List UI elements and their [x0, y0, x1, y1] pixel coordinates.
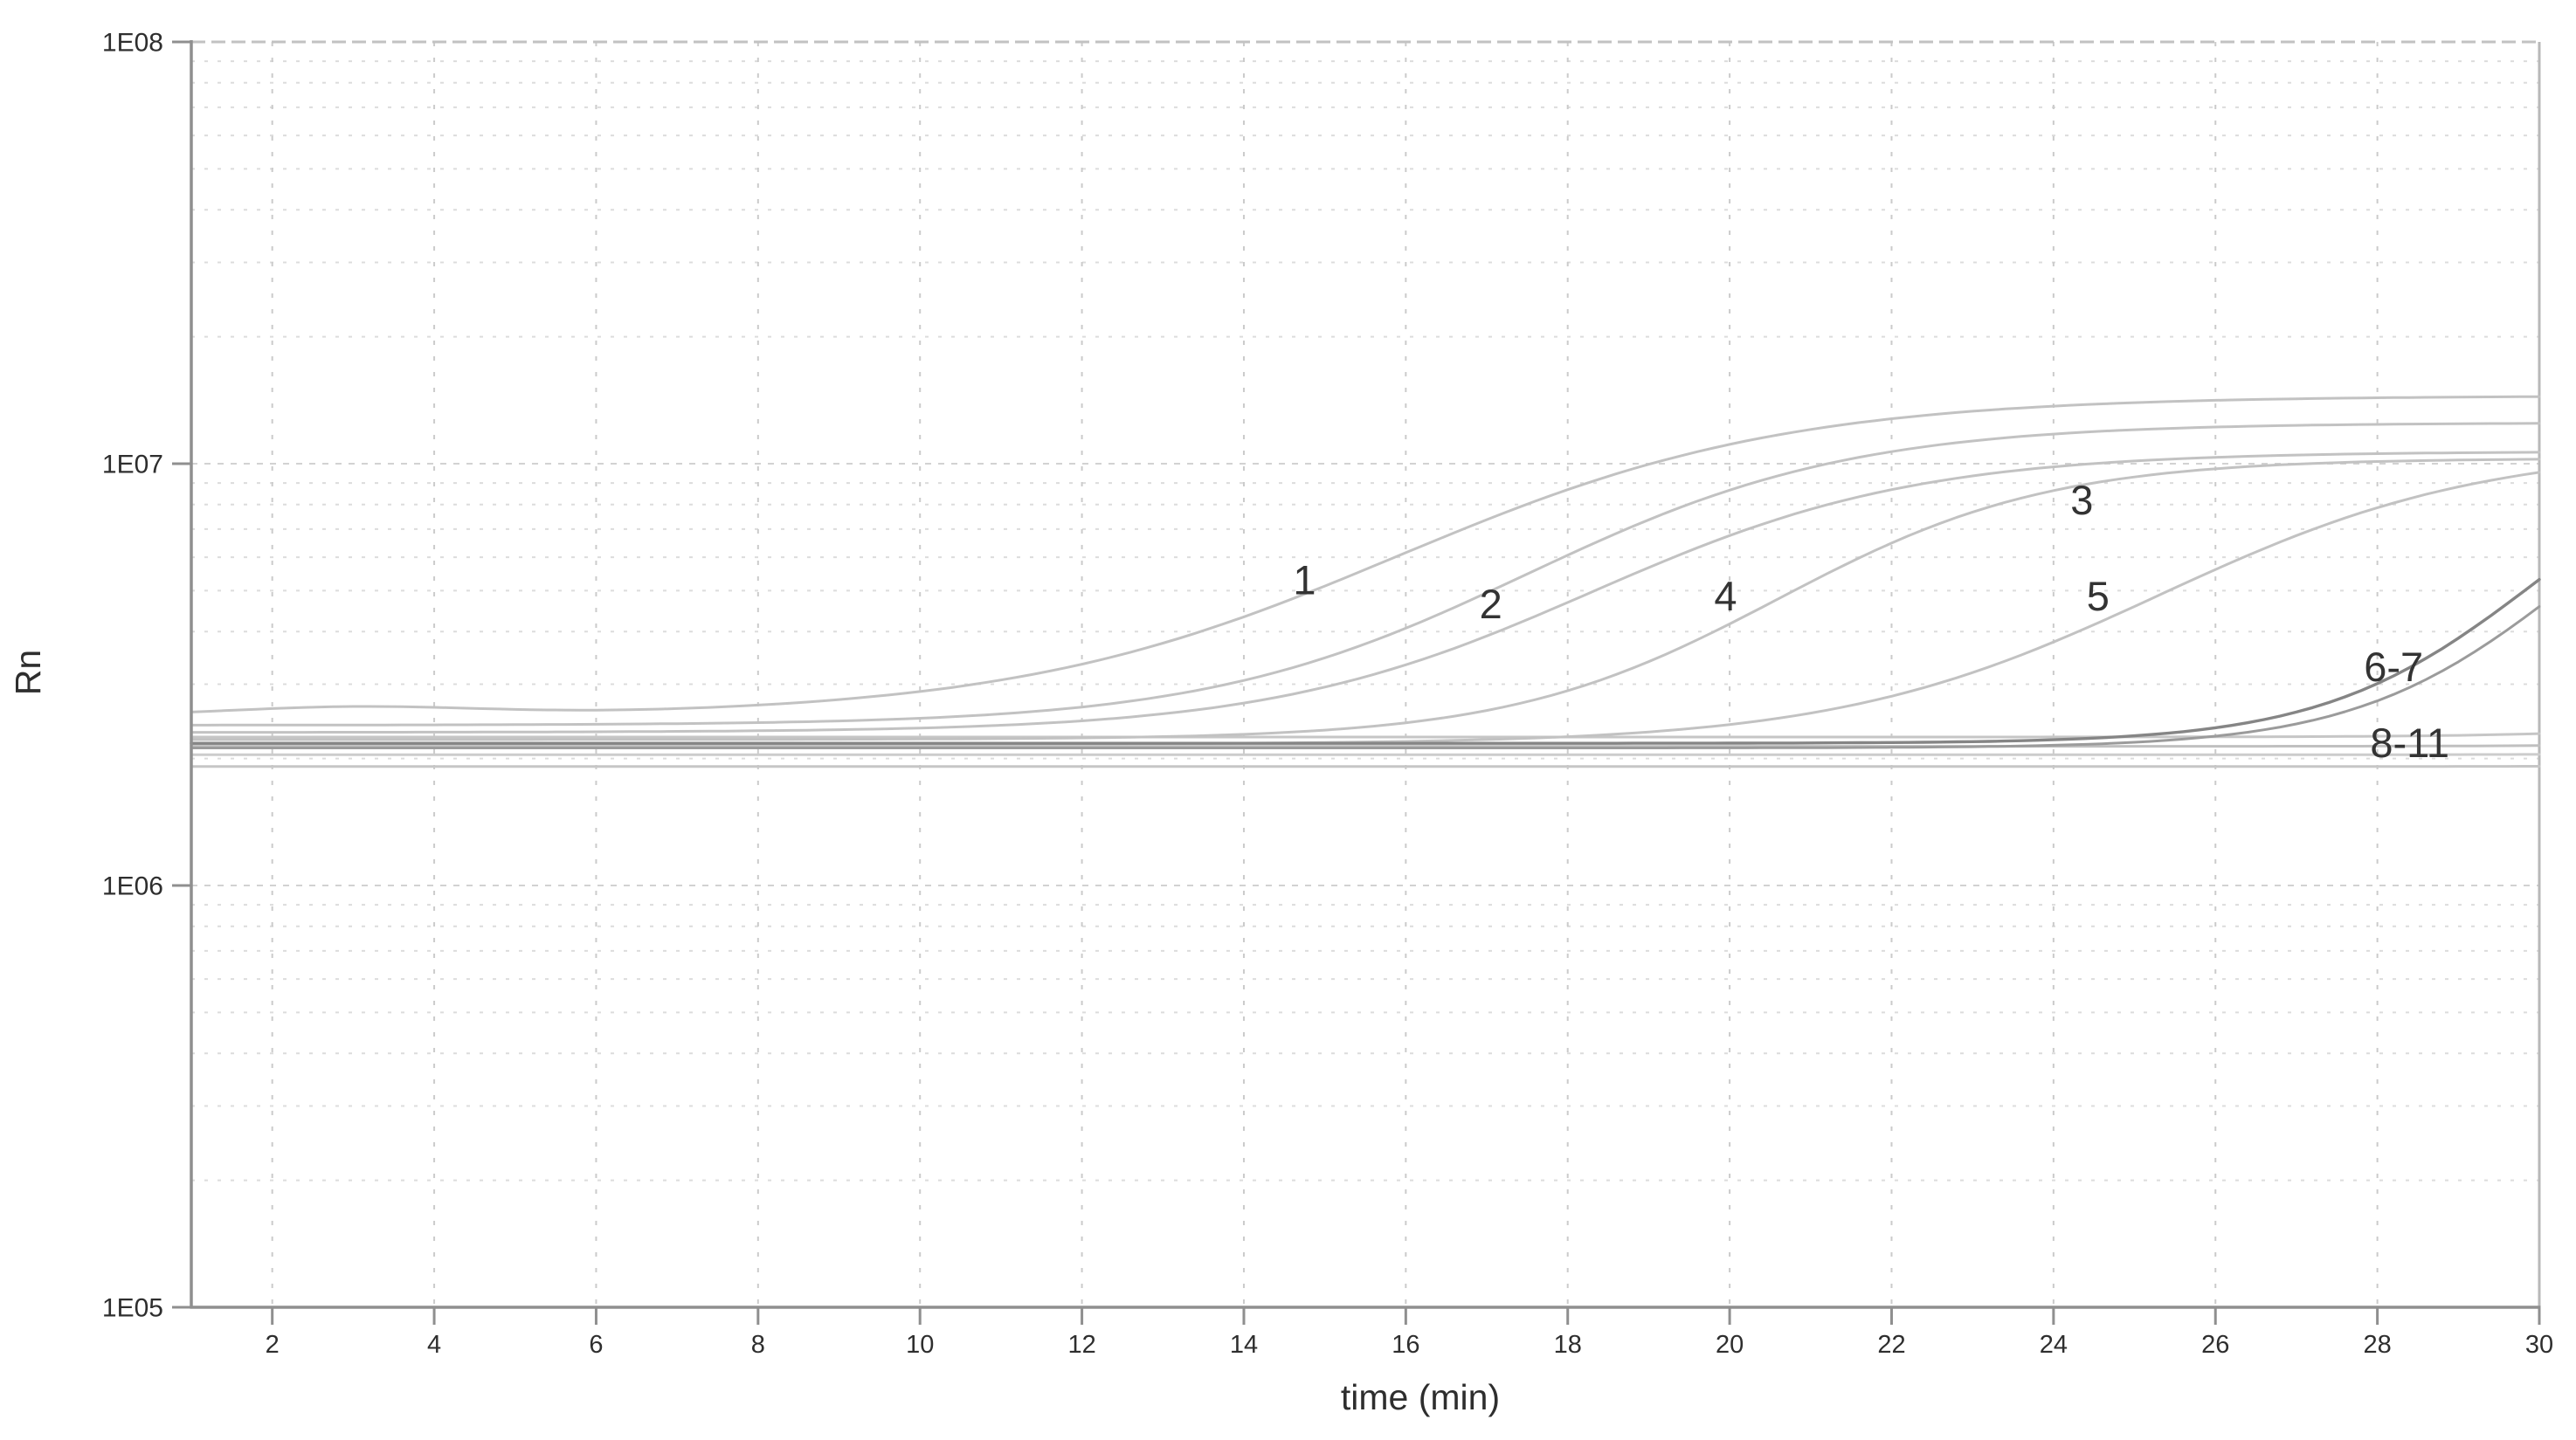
plot-frame — [191, 40, 2541, 1307]
x-tick-label: 16 — [1392, 1331, 1419, 1359]
vertical-gridlines — [271, 42, 2540, 1307]
curve-label-4: 4 — [1714, 573, 1737, 619]
x-tick-label: 12 — [1067, 1331, 1095, 1359]
x-tick-label: 6 — [589, 1331, 603, 1359]
y-axis-title: Rn — [8, 650, 48, 695]
curve-1 — [190, 395, 2541, 713]
x-tick-label: 20 — [1716, 1331, 1744, 1359]
x-tick-label: 22 — [1877, 1331, 1905, 1359]
curve-label-2: 2 — [1480, 581, 1502, 627]
curve-labels: 1 2 3 4 5 6-7 8-11 — [1293, 477, 2449, 766]
curve-8 — [190, 732, 2541, 739]
y-tick-label: 1E07 — [102, 451, 163, 479]
curve-label-6-7: 6-7 — [2364, 644, 2423, 690]
horizontal-gridlines — [191, 60, 2539, 1182]
x-tick-label: 28 — [2363, 1331, 2391, 1359]
axis-titles: Rn time (min) — [8, 650, 1500, 1417]
x-tick-label: 8 — [751, 1331, 765, 1359]
x-tick-label: 18 — [1554, 1331, 1582, 1359]
curve-5 — [190, 471, 2541, 746]
x-tick-label: 2 — [266, 1331, 280, 1359]
y-tick-label: 1E08 — [102, 29, 163, 58]
x-axis-title: time (min) — [1341, 1377, 1500, 1417]
y-tick-label: 1E05 — [102, 1294, 163, 1323]
curve-4 — [190, 458, 2541, 741]
curve-label-1: 1 — [1293, 557, 1316, 603]
axes — [190, 40, 2541, 1309]
curve-label-3: 3 — [2070, 477, 2093, 523]
x-tick-label: 30 — [2525, 1331, 2553, 1359]
curve-2 — [190, 422, 2541, 727]
curve-label-8-11: 8-11 — [2370, 720, 2449, 766]
x-tick-label: 14 — [1230, 1331, 1258, 1359]
x-tick-label: 4 — [427, 1331, 441, 1359]
curve-3 — [190, 451, 2541, 734]
x-tick-label: 24 — [2040, 1331, 2068, 1359]
curves — [190, 395, 2541, 768]
y-tick-label: 1E06 — [102, 872, 163, 901]
curve-7 — [190, 605, 2541, 749]
curve-6 — [190, 577, 2541, 745]
x-tick-label: 26 — [2201, 1331, 2229, 1359]
curve-label-5: 5 — [2087, 573, 2110, 619]
curve-9 — [190, 744, 2541, 748]
x-tick-label: 10 — [906, 1331, 934, 1359]
